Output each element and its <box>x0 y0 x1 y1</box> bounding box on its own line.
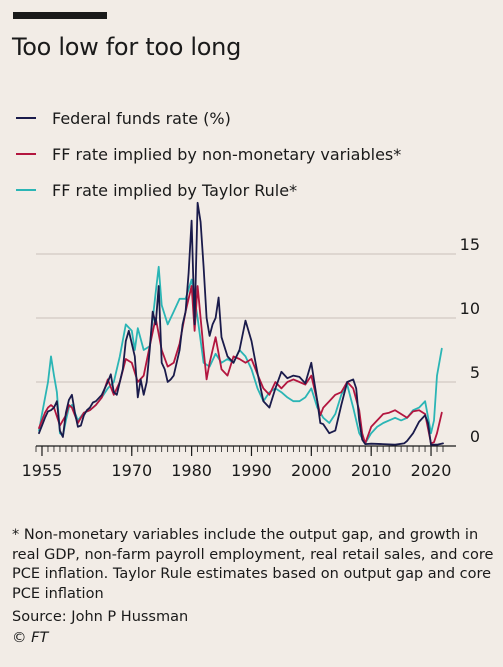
legend-swatch-federal-funds <box>16 117 36 119</box>
y-tick-label-10: 10 <box>460 299 480 318</box>
legend-swatch-non-monetary <box>16 153 36 155</box>
x-tick-label-1980: 1980 <box>171 461 212 480</box>
header-rule <box>13 12 107 19</box>
x-tick-label-2010: 2010 <box>351 461 392 480</box>
legend-item-taylor-rule: FF rate implied by Taylor Rule* <box>16 172 401 208</box>
ft-credit: © FT <box>12 630 49 646</box>
chart-title: Too low for too long <box>12 33 242 61</box>
legend-item-non-monetary: FF rate implied by non-monetary variable… <box>16 136 401 172</box>
x-tick-label-2020: 2020 <box>411 461 452 480</box>
legend-label-taylor-rule: FF rate implied by Taylor Rule* <box>52 180 298 200</box>
series-line-non-monetary <box>38 285 443 445</box>
legend: Federal funds rate (%) FF rate implied b… <box>16 100 401 208</box>
x-tick-label-1970: 1970 <box>111 461 152 480</box>
x-tick-label-1990: 1990 <box>231 461 272 480</box>
line-chart: 0 5 10 15 1955 1970 1980 1990 2000 2010 2020 <box>22 201 480 480</box>
y-tick-label-0: 0 <box>470 427 480 446</box>
y-tick-label-5: 5 <box>470 363 480 382</box>
footnote: * Non-monetary variables include the out… <box>12 527 494 602</box>
legend-label-federal-funds: Federal funds rate (%) <box>52 108 231 128</box>
source-note: Source: John P Hussman <box>12 609 189 625</box>
legend-item-federal-funds: Federal funds rate (%) <box>16 100 401 136</box>
series-line-federal-funds <box>38 201 444 446</box>
legend-swatch-taylor-rule <box>16 189 36 191</box>
x-tick-label-1955: 1955 <box>22 461 63 480</box>
y-tick-label-15: 15 <box>460 235 480 254</box>
x-tick-label-2000: 2000 <box>291 461 332 480</box>
legend-label-non-monetary: FF rate implied by non-monetary variable… <box>52 144 402 164</box>
